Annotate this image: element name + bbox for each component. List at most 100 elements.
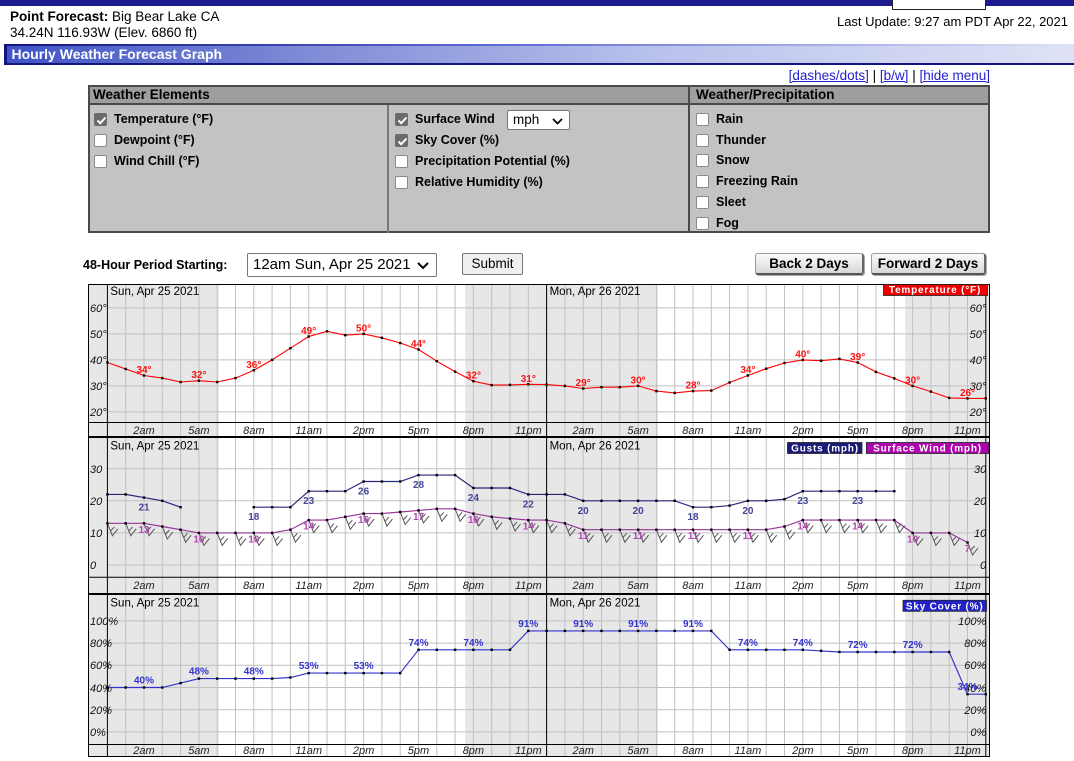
svg-text:10: 10 bbox=[193, 534, 205, 545]
svg-text:40%: 40% bbox=[964, 683, 986, 695]
svg-text:11pm: 11pm bbox=[515, 425, 542, 437]
svg-text:8pm: 8pm bbox=[902, 580, 923, 592]
svg-text:5am: 5am bbox=[627, 425, 648, 437]
svg-text:31°: 31° bbox=[521, 374, 536, 385]
svg-text:80%: 80% bbox=[90, 638, 112, 650]
svg-text:14: 14 bbox=[523, 522, 535, 533]
svg-text:8am: 8am bbox=[682, 580, 703, 592]
svg-text:72%: 72% bbox=[903, 640, 923, 651]
svg-text:13: 13 bbox=[138, 525, 150, 536]
svg-text:5am: 5am bbox=[188, 425, 209, 437]
svg-text:26°: 26° bbox=[960, 388, 975, 399]
svg-text:60%: 60% bbox=[964, 660, 986, 672]
svg-text:5pm: 5pm bbox=[408, 580, 429, 592]
svg-text:Sun, Apr 25 2021: Sun, Apr 25 2021 bbox=[110, 598, 199, 610]
svg-text:2am: 2am bbox=[571, 745, 593, 757]
svg-text:36°: 36° bbox=[246, 360, 261, 371]
svg-text:11: 11 bbox=[743, 531, 754, 542]
svg-text:5am: 5am bbox=[188, 580, 209, 592]
svg-text:91%: 91% bbox=[573, 619, 593, 630]
svg-text:23: 23 bbox=[852, 496, 864, 507]
svg-text:10: 10 bbox=[90, 528, 103, 540]
svg-text:72%: 72% bbox=[848, 640, 868, 651]
svg-text:40°: 40° bbox=[970, 355, 987, 367]
svg-text:28: 28 bbox=[413, 480, 425, 491]
svg-text:40%: 40% bbox=[134, 676, 154, 687]
svg-text:23: 23 bbox=[303, 496, 315, 507]
svg-text:2pm: 2pm bbox=[352, 580, 374, 592]
svg-text:2pm: 2pm bbox=[352, 745, 374, 757]
svg-text:5pm: 5pm bbox=[408, 745, 429, 757]
svg-text:2pm: 2pm bbox=[352, 425, 374, 437]
svg-text:39°: 39° bbox=[850, 352, 865, 363]
svg-text:0: 0 bbox=[980, 560, 987, 572]
svg-text:8pm: 8pm bbox=[463, 745, 484, 757]
svg-text:Gusts (mph): Gusts (mph) bbox=[791, 444, 859, 455]
svg-text:20: 20 bbox=[89, 496, 103, 508]
svg-text:91%: 91% bbox=[628, 619, 648, 630]
svg-text:34°: 34° bbox=[740, 365, 755, 376]
svg-text:20°: 20° bbox=[89, 407, 107, 419]
svg-text:40%: 40% bbox=[90, 683, 112, 695]
svg-text:28°: 28° bbox=[685, 381, 700, 392]
svg-text:11pm: 11pm bbox=[515, 580, 542, 592]
svg-text:100%: 100% bbox=[958, 616, 986, 628]
svg-text:53%: 53% bbox=[354, 661, 374, 672]
svg-text:100%: 100% bbox=[90, 616, 118, 628]
svg-text:5pm: 5pm bbox=[847, 745, 868, 757]
svg-text:30: 30 bbox=[974, 464, 987, 476]
svg-text:2pm: 2pm bbox=[791, 745, 813, 757]
svg-text:2am: 2am bbox=[132, 425, 154, 437]
svg-text:11am: 11am bbox=[735, 745, 762, 757]
svg-text:17: 17 bbox=[413, 512, 425, 523]
svg-text:8am: 8am bbox=[682, 425, 703, 437]
svg-text:20°: 20° bbox=[969, 407, 987, 419]
svg-text:2pm: 2pm bbox=[791, 425, 813, 437]
svg-text:18: 18 bbox=[687, 512, 699, 523]
svg-text:14: 14 bbox=[852, 522, 864, 533]
svg-text:26: 26 bbox=[358, 487, 370, 498]
svg-text:20: 20 bbox=[973, 496, 987, 508]
svg-text:20%: 20% bbox=[963, 705, 986, 717]
svg-text:30°: 30° bbox=[90, 381, 107, 393]
svg-text:11pm: 11pm bbox=[954, 580, 981, 592]
svg-text:8pm: 8pm bbox=[902, 745, 923, 757]
svg-text:80%: 80% bbox=[964, 638, 986, 650]
svg-text:32°: 32° bbox=[191, 370, 206, 381]
svg-text:24: 24 bbox=[468, 493, 480, 504]
svg-text:Surface Wind (mph): Surface Wind (mph) bbox=[873, 444, 982, 455]
svg-text:20: 20 bbox=[578, 506, 590, 517]
svg-text:20: 20 bbox=[633, 506, 645, 517]
svg-text:30°: 30° bbox=[970, 381, 987, 393]
svg-text:5pm: 5pm bbox=[847, 425, 868, 437]
svg-text:Mon, Apr 26 2021: Mon, Apr 26 2021 bbox=[550, 286, 641, 298]
svg-text:30: 30 bbox=[90, 464, 103, 476]
svg-text:53%: 53% bbox=[299, 661, 319, 672]
svg-text:74%: 74% bbox=[738, 638, 758, 649]
svg-text:20%: 20% bbox=[89, 705, 112, 717]
svg-text:7: 7 bbox=[965, 544, 971, 555]
svg-text:11: 11 bbox=[633, 531, 644, 542]
svg-text:8am: 8am bbox=[682, 745, 703, 757]
svg-text:16: 16 bbox=[468, 515, 480, 526]
svg-text:11: 11 bbox=[578, 531, 589, 542]
svg-text:2am: 2am bbox=[132, 745, 154, 757]
svg-text:Sun, Apr 25 2021: Sun, Apr 25 2021 bbox=[110, 286, 199, 298]
svg-text:Mon, Apr 26 2021: Mon, Apr 26 2021 bbox=[550, 598, 641, 610]
svg-text:Sun, Apr 25 2021: Sun, Apr 25 2021 bbox=[110, 441, 199, 453]
svg-text:8pm: 8pm bbox=[902, 425, 923, 437]
svg-text:49°: 49° bbox=[301, 326, 316, 337]
svg-text:8am: 8am bbox=[243, 745, 264, 757]
svg-text:11: 11 bbox=[688, 531, 699, 542]
svg-text:20: 20 bbox=[742, 506, 754, 517]
svg-text:8pm: 8pm bbox=[463, 425, 484, 437]
svg-text:11am: 11am bbox=[295, 580, 322, 592]
svg-text:2pm: 2pm bbox=[791, 580, 813, 592]
svg-text:8pm: 8pm bbox=[463, 580, 484, 592]
svg-text:Sky Cover (%): Sky Cover (%) bbox=[906, 601, 984, 612]
svg-text:48%: 48% bbox=[244, 667, 264, 678]
svg-text:34°: 34° bbox=[136, 365, 151, 376]
svg-text:74%: 74% bbox=[463, 638, 483, 649]
svg-text:11pm: 11pm bbox=[515, 745, 542, 757]
svg-text:11am: 11am bbox=[735, 580, 762, 592]
